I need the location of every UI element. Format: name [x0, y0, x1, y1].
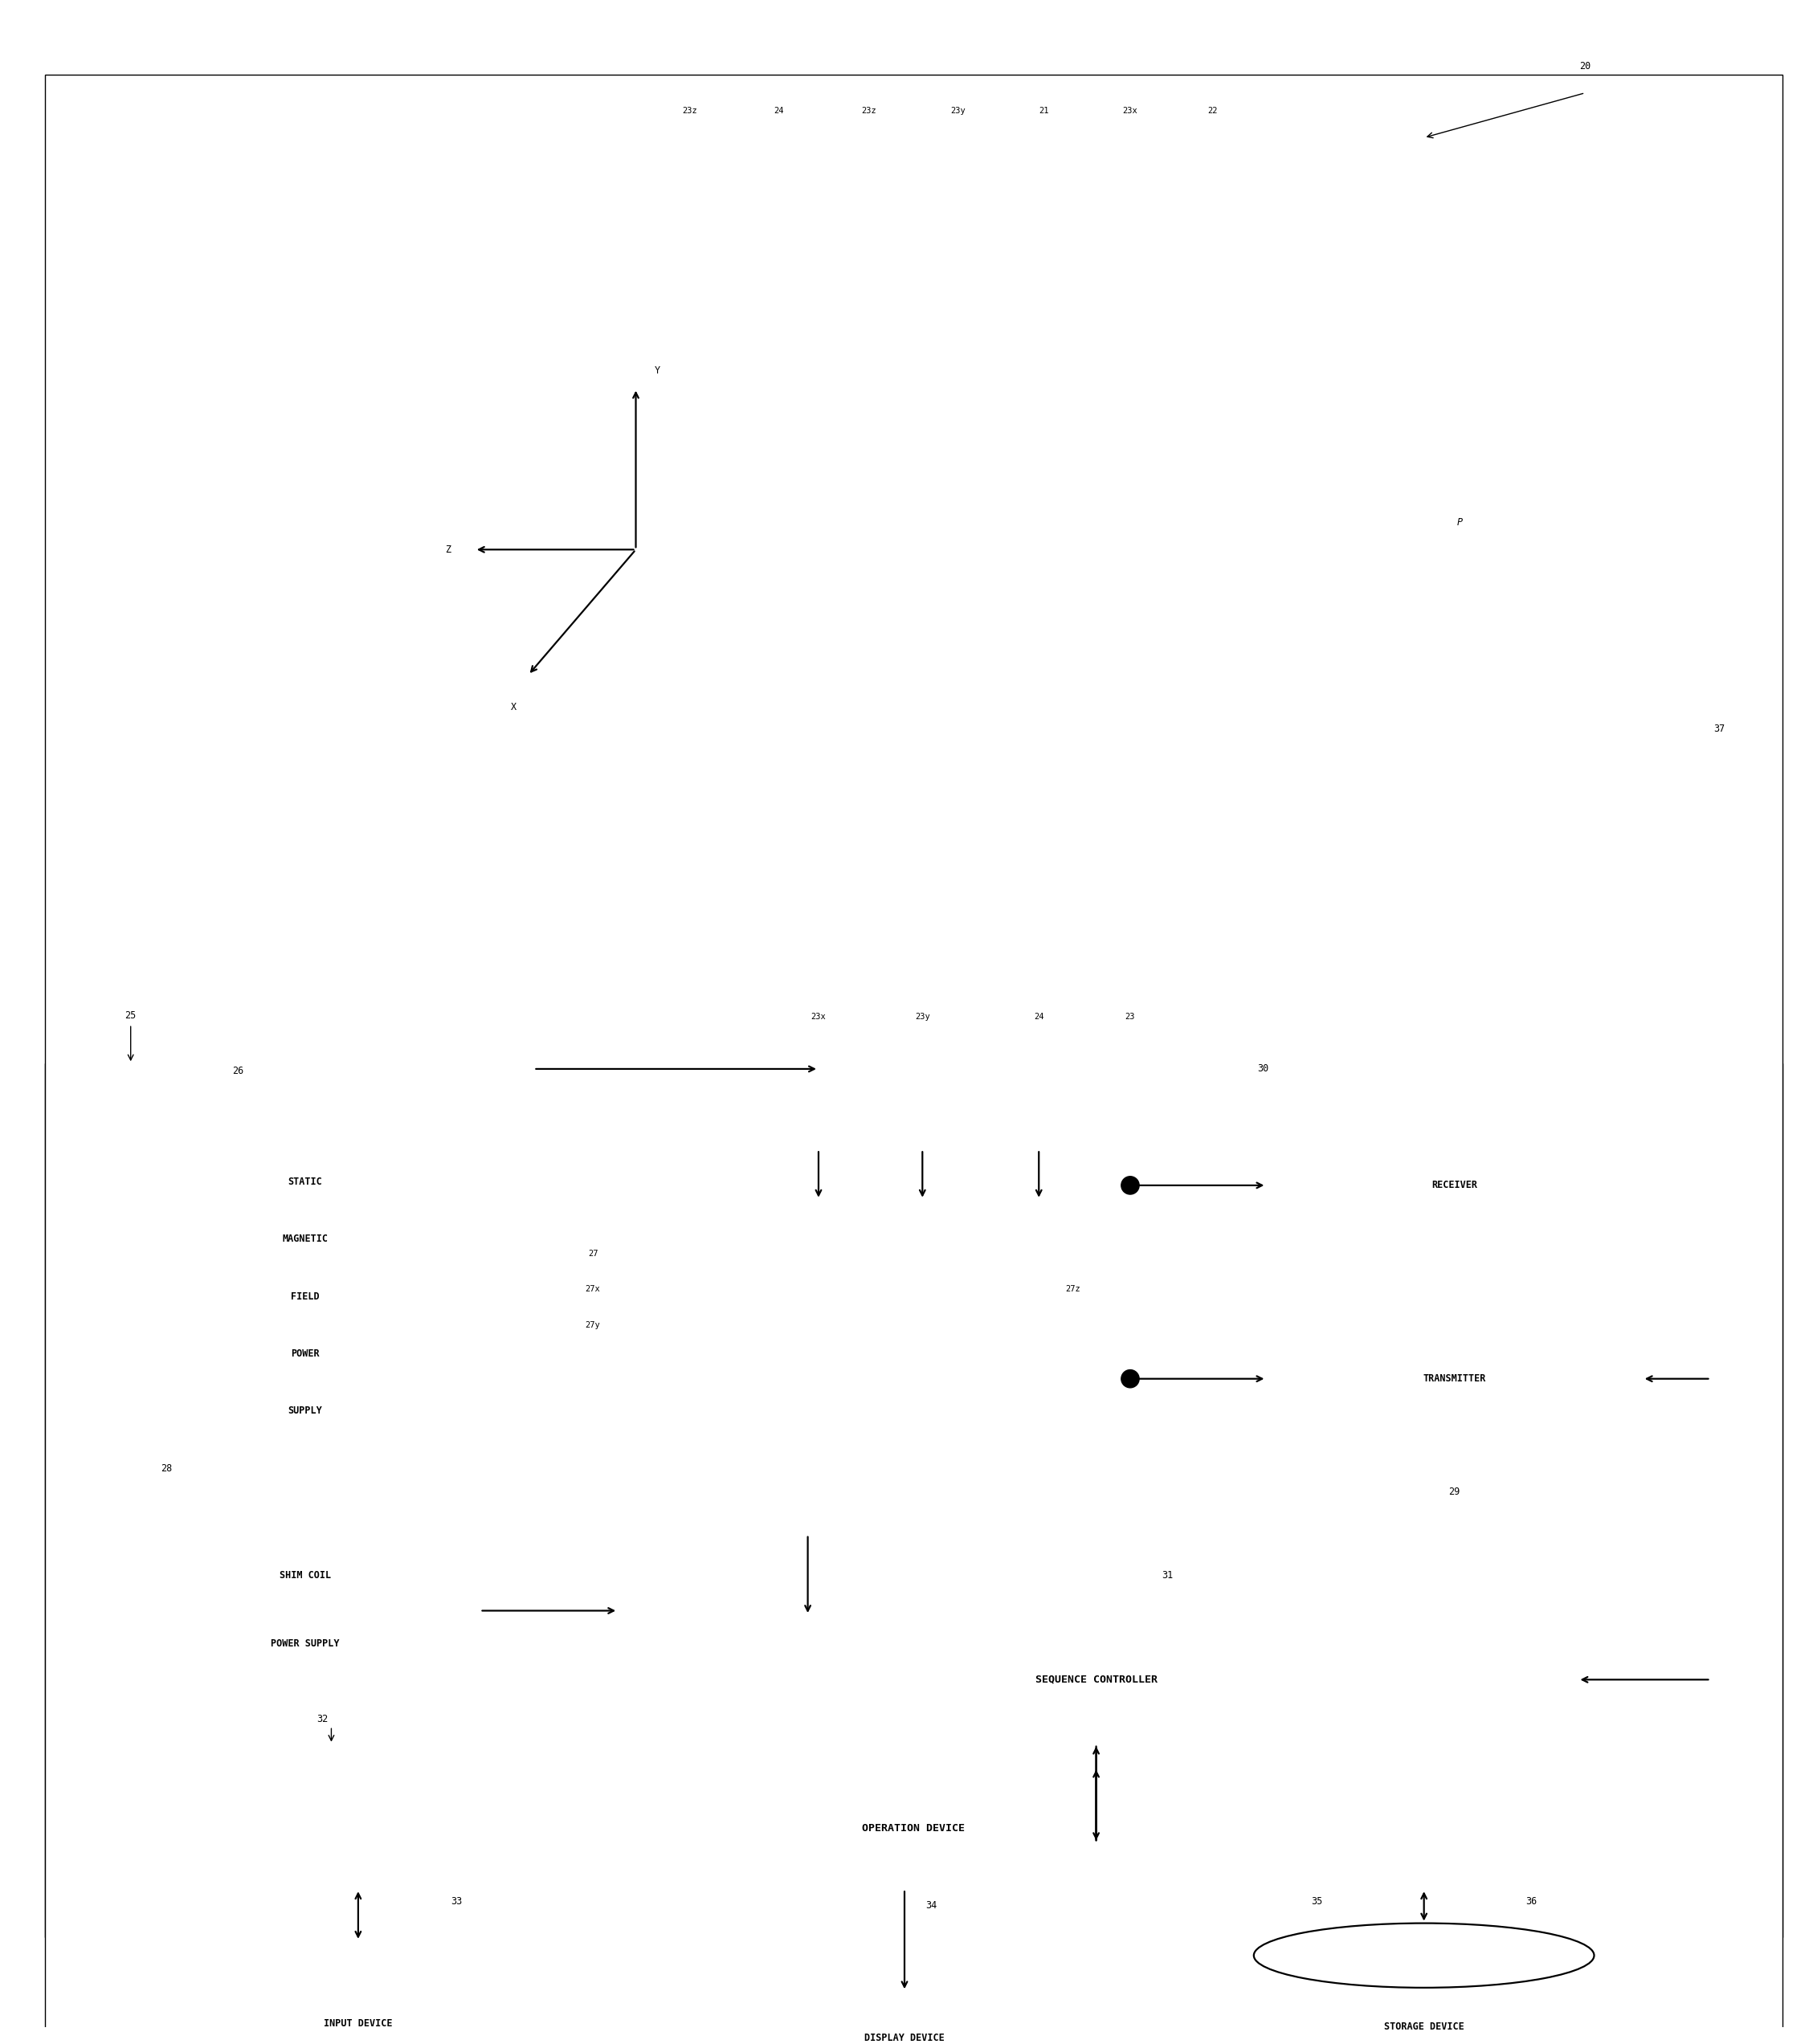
Text: 27y: 27y [586, 1320, 601, 1329]
Bar [510, 147, 1369, 215]
Bar [107, 1930, 1720, 2044]
Text: POWER SUPPLY: POWER SUPPLY [271, 1639, 340, 1650]
Bar [107, 1744, 1720, 1923]
Bar [510, 881, 1369, 948]
Circle shape [1122, 1369, 1140, 1388]
Text: P: P [1456, 517, 1463, 527]
Text: 23y: 23y [915, 1014, 930, 1022]
Text: 24: 24 [774, 106, 783, 114]
Text: INPUT DEVICE: INPUT DEVICE [324, 2017, 393, 2030]
Bar [1266, 1122, 1643, 1249]
Text: 25: 25 [125, 1010, 136, 1020]
Text: 35: 35 [1312, 1897, 1322, 1907]
Text: MAGNETIC: MAGNETIC [282, 1235, 327, 1245]
Bar [657, 1200, 751, 1433]
Ellipse shape [1518, 572, 1617, 652]
Text: SHIM COIL: SHIM COIL [280, 1570, 331, 1580]
Text: 22: 22 [1208, 106, 1217, 114]
Text: 26: 26 [232, 1065, 244, 1075]
Text: 23y: 23y [952, 106, 966, 114]
Ellipse shape [1254, 1923, 1594, 1987]
Text: Y: Y [655, 366, 660, 376]
Text: 33: 33 [450, 1897, 463, 1907]
Text: 27z: 27z [1066, 1286, 1080, 1294]
Bar [1227, 1091, 1711, 1568]
Text: X: X [512, 701, 517, 713]
Text: 32: 32 [317, 1713, 327, 1725]
Bar [762, 1200, 854, 1433]
Text: 36: 36 [1525, 1897, 1538, 1907]
Text: 28: 28 [161, 1464, 172, 1474]
Text: 37: 37 [1713, 724, 1726, 734]
Bar [923, 1200, 1051, 1433]
Text: RECEIVER: RECEIVER [1431, 1179, 1478, 1190]
Text: FIELD: FIELD [291, 1292, 320, 1302]
Text: 27x: 27x [586, 1286, 601, 1294]
Text: TRANSMITTER: TRANSMITTER [1424, 1374, 1485, 1384]
Text: SUPPLY: SUPPLY [288, 1406, 322, 1416]
Text: OPERATION DEVICE: OPERATION DEVICE [863, 1823, 964, 1833]
Bar [130, 1508, 479, 1713]
Bar [868, 442, 941, 656]
Text: SEQUENCE CONTROLLER: SEQUENCE CONTROLLER [1035, 1674, 1158, 1684]
Polygon shape [653, 1991, 1156, 2044]
Bar [1047, 433, 1120, 666]
Text: 20: 20 [1579, 61, 1590, 72]
Polygon shape [170, 1942, 546, 2044]
Text: 23x: 23x [810, 1014, 827, 1022]
Bar [615, 1615, 1577, 1744]
Bar [619, 1149, 1138, 1535]
Text: 23z: 23z [682, 106, 696, 114]
Circle shape [1122, 1177, 1140, 1194]
Text: 27: 27 [588, 1249, 597, 1257]
Text: 21: 21 [1038, 106, 1049, 114]
Bar [959, 442, 1029, 656]
Text: POWER: POWER [291, 1349, 320, 1359]
Bar [45, 1063, 1782, 1938]
Bar [143, 1768, 1684, 1889]
Bar [1266, 1316, 1643, 1441]
Bar [130, 1110, 479, 1441]
Text: STORAGE DEVICE: STORAGE DEVICE [1384, 2022, 1463, 2032]
Text: 24: 24 [1033, 1014, 1044, 1022]
Text: Z: Z [445, 544, 450, 554]
Text: 23x: 23x [1123, 106, 1138, 114]
Ellipse shape [1317, 603, 1567, 675]
Text: 30: 30 [1257, 1063, 1268, 1075]
Text: 23: 23 [1125, 1014, 1136, 1022]
Text: 34: 34 [926, 1901, 937, 1911]
Text: 23z: 23z [861, 106, 876, 114]
Text: DISPLAY DEVICE: DISPLAY DEVICE [865, 2032, 944, 2044]
Text: 29: 29 [1449, 1486, 1460, 1496]
Text: STATIC: STATIC [288, 1177, 322, 1188]
Bar [474, 147, 519, 948]
Bar [89, 1063, 1737, 1938]
Text: 31: 31 [1161, 1570, 1174, 1580]
